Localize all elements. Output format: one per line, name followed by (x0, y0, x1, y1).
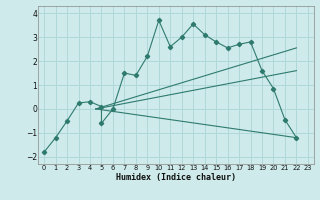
X-axis label: Humidex (Indice chaleur): Humidex (Indice chaleur) (116, 173, 236, 182)
